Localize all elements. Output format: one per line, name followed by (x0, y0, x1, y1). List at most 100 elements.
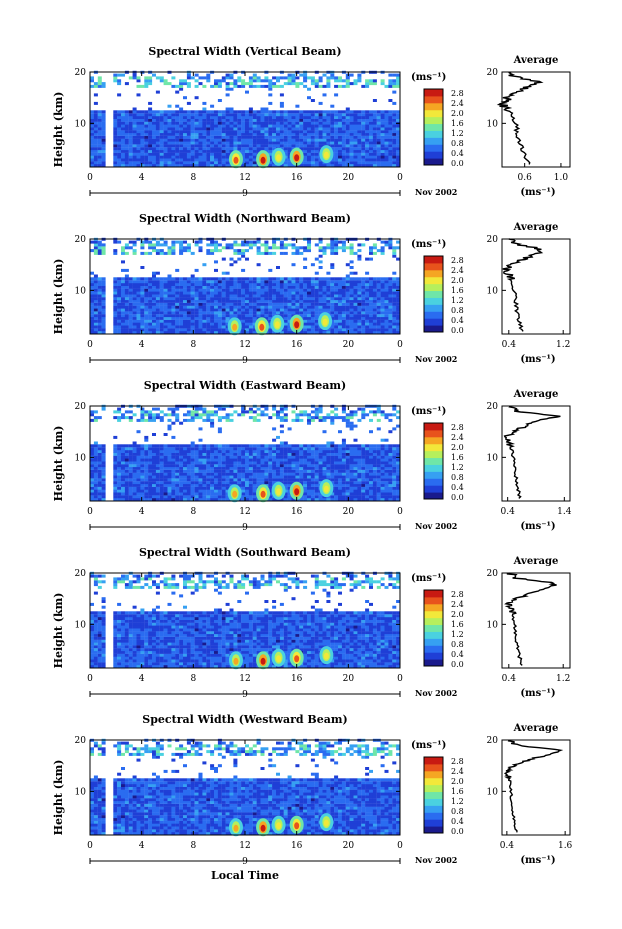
heatmap-cell (210, 147, 215, 151)
heatmap-cell (330, 314, 335, 318)
heatmap-cell (159, 132, 164, 136)
heatmap-cell (163, 481, 168, 485)
heatmap-cell (241, 461, 246, 465)
heatmap-cell (167, 294, 172, 298)
heatmap-cell (376, 314, 381, 318)
heatmap-cell (318, 283, 323, 286)
heatmap-cell (214, 132, 218, 136)
heatmap-cell (225, 452, 230, 456)
heatmap-cell (260, 116, 265, 119)
heatmap-cell (310, 158, 315, 162)
heatmap-cell (186, 331, 191, 334)
heatmap-cell (256, 299, 261, 303)
heatmap-cell (310, 121, 315, 125)
heatmap-cell (268, 110, 273, 114)
heatmap-cell (202, 464, 207, 468)
heatmap-cell (155, 475, 160, 479)
heatmap-cell (318, 101, 323, 105)
heatmap-cell (376, 152, 381, 156)
heatmap-cell (128, 302, 133, 306)
heatmap-cell (338, 285, 342, 289)
heatmap-cell (353, 319, 358, 323)
heatmap-cell (241, 486, 246, 490)
heatmap-cell (233, 458, 238, 462)
heatmap-cell (152, 155, 156, 159)
heatmap-cell (206, 498, 211, 501)
heatmap-cell (210, 424, 215, 428)
heatmap-cell (326, 110, 331, 114)
heatmap-cell (217, 418, 222, 422)
heatmap-cell (380, 149, 385, 153)
heatmap-cell (144, 435, 149, 439)
heatmap-cell (268, 268, 273, 272)
heatmap-cell (248, 297, 253, 301)
average-y-tick-label: 20 (487, 235, 499, 245)
heatmap-cell (330, 147, 335, 151)
heatmap-cell (241, 314, 246, 318)
heatmap-cell (121, 251, 125, 255)
heatmap-cell (264, 144, 269, 148)
heatmap-cell (338, 113, 342, 117)
heatmap-cell (330, 76, 335, 80)
heatmap-cell (252, 498, 257, 501)
heatmap-cell (264, 464, 269, 468)
heatmap-cell (272, 132, 277, 136)
heatmap-cell (152, 418, 156, 422)
heatmap-cell (167, 498, 172, 501)
heatmap-cell (388, 141, 393, 145)
heatmap-cell (237, 314, 242, 318)
heatmap-cell (148, 308, 153, 312)
heatmap-cell (388, 124, 393, 128)
heatmap-cell (276, 138, 280, 142)
heatmap-cell (198, 291, 203, 295)
heatmap-cell (392, 299, 397, 303)
heatmap-cell (117, 407, 122, 411)
heatmap-cell (163, 413, 168, 417)
heatmap-cell (206, 481, 211, 485)
heatmap-cell (260, 141, 265, 145)
heatmap-cell (117, 328, 122, 332)
heatmap-cell (260, 84, 265, 88)
heatmap-cell (206, 144, 211, 148)
heatmap-cell (245, 450, 249, 453)
heatmap-cell (353, 144, 358, 148)
heatmap-cell (167, 274, 172, 278)
heatmap-cell (159, 452, 164, 456)
heatmap-cell (349, 152, 354, 156)
heatmap-cell (357, 314, 362, 318)
heatmap-cell (117, 73, 122, 77)
heatmap-cell (121, 316, 125, 320)
heatmap-cell (268, 495, 273, 499)
heatmap-cell (194, 464, 199, 468)
heatmap-cell (136, 161, 141, 165)
heatmap-cell (159, 464, 164, 468)
heatmap-cell (361, 291, 366, 295)
heatmap-cell (101, 113, 106, 117)
heatmap-cell (132, 447, 137, 451)
heatmap-cell (206, 413, 211, 417)
heatmap-cell (314, 308, 319, 312)
heatmap-cell (276, 416, 280, 420)
heatmap-cell (361, 155, 366, 159)
heatmap-cell (334, 147, 339, 151)
heatmap-cell (163, 495, 168, 499)
heatmap-cell (101, 82, 106, 86)
heatmap-cell (252, 79, 257, 83)
heatmap-cell (268, 308, 273, 312)
heatmap-cell (186, 138, 191, 142)
heatmap-cell (101, 407, 106, 411)
heatmap-cell (225, 82, 230, 86)
heatmap-cell (380, 82, 385, 86)
heatmap-cell (245, 285, 249, 289)
heatmap-cell (210, 291, 215, 295)
heatmap-cell (155, 127, 160, 131)
heatmap-cell (299, 138, 304, 142)
heatmap-cell (140, 141, 145, 145)
heatmap-cell (132, 452, 137, 456)
heatmap-cell (349, 155, 354, 159)
heatmap-cell (101, 299, 106, 303)
heatmap-cell (159, 118, 164, 122)
heatmap-cell (252, 455, 257, 459)
heatmap-cell (349, 121, 354, 125)
